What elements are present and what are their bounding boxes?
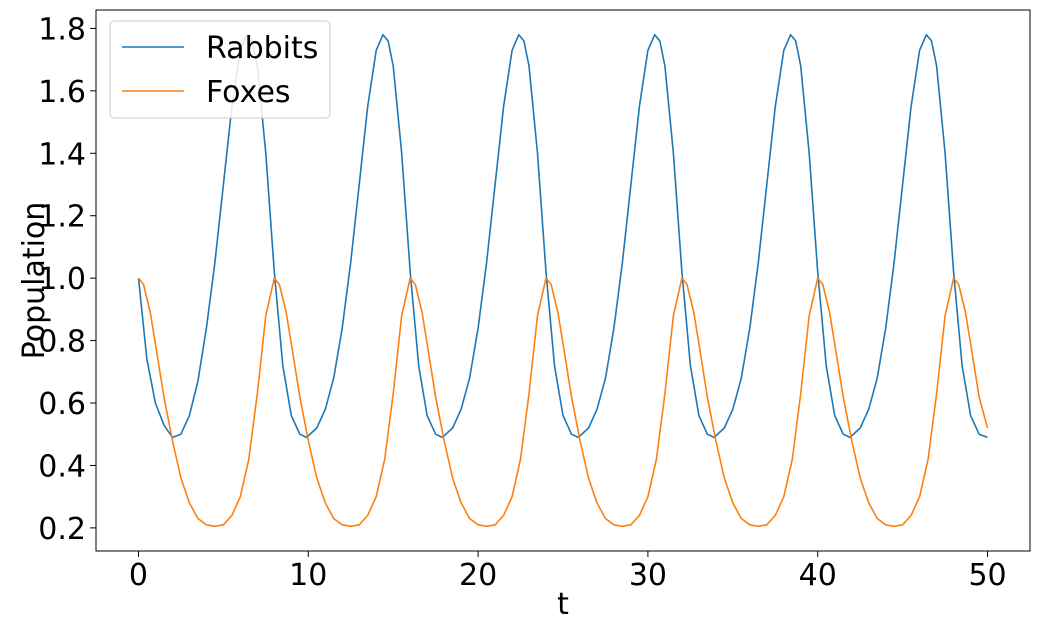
y-tick-label: 0.6 — [38, 387, 86, 422]
y-tick-label: 0.8 — [38, 325, 86, 360]
legend: Rabbits Foxes — [109, 20, 331, 119]
x-tick-label: 40 — [799, 558, 837, 593]
series-line-rabbits — [137, 33, 988, 439]
x-tick-label: 0 — [129, 558, 148, 593]
legend-label-foxes: Foxes — [206, 75, 291, 110]
x-tick-label: 50 — [968, 558, 1006, 593]
legend-items: Rabbits Foxes — [122, 31, 318, 110]
x-axis-label: t — [557, 587, 569, 622]
y-axis-label: Population — [17, 202, 52, 360]
plot-frame — [95, 9, 1031, 552]
series-line-foxes — [137, 277, 989, 528]
y-tick-label: 0.4 — [38, 449, 86, 484]
y-tick-label: 1.2 — [38, 200, 86, 235]
y-tick-label: 1.4 — [38, 137, 86, 172]
legend-label-rabbits: Rabbits — [206, 31, 318, 66]
ticks-layer: 0 10 20 30 40 50 0.2 0.4 0.6 0.8 1.0 1.2 1.4 1.6 1.8 — [38, 12, 1006, 593]
y-tick-label: 1.0 — [38, 262, 86, 297]
y-tick-label: 1.6 — [38, 75, 86, 110]
legend-box — [109, 20, 331, 119]
x-tick-label: 20 — [459, 558, 497, 593]
x-tick-label: 30 — [629, 558, 667, 593]
series-layer — [137, 33, 989, 528]
x-tick-label: 10 — [289, 558, 327, 593]
y-tick-label: 0.2 — [38, 512, 86, 547]
axes-layer — [95, 9, 1031, 552]
y-tick-label: 1.8 — [38, 12, 86, 47]
